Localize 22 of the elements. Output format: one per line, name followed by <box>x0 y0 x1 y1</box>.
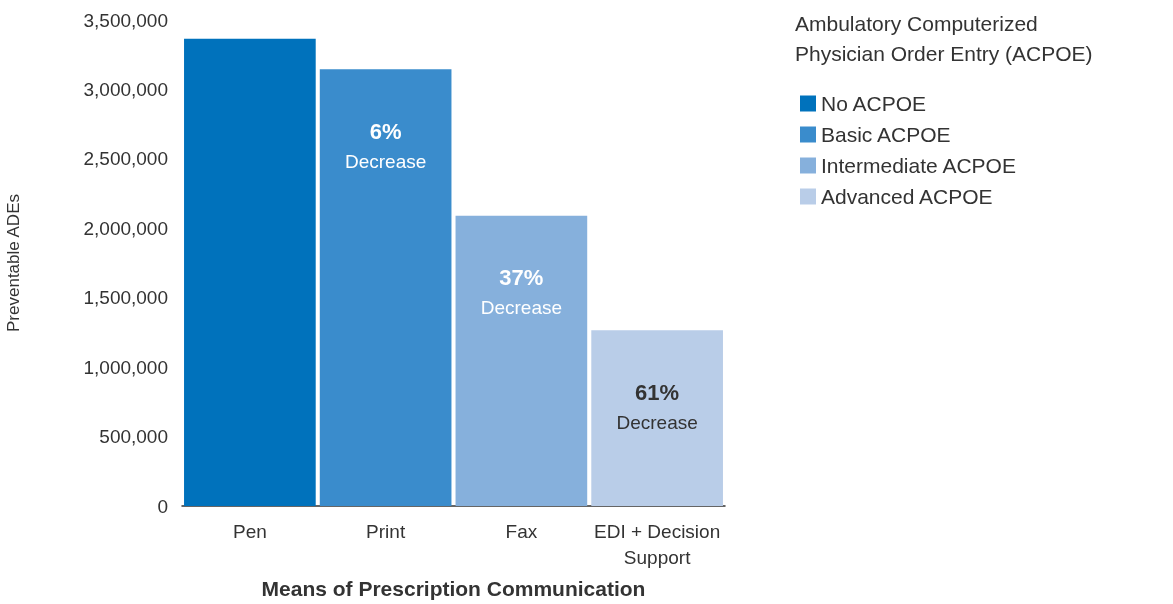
y-tick-label: 3,500,000 <box>83 9 168 31</box>
y-tick-label: 1,500,000 <box>83 287 168 309</box>
legend-label: Basic ACPOE <box>821 123 951 146</box>
annotation: 61% Decrease <box>616 379 698 433</box>
legend-label: Advanced ACPOE <box>821 185 993 208</box>
y-tick-label: 2,000,000 <box>83 217 168 239</box>
x-axis-title: Means of Prescription Communication <box>261 577 646 600</box>
y-tick-label: 500,000 <box>99 426 168 448</box>
y-axis-title: Preventable ADEs <box>4 194 23 332</box>
legend-label: No ACPOE <box>821 92 927 115</box>
x-tick-label: Print <box>366 520 406 542</box>
x-tick-label: EDI + Decision Support <box>594 520 721 568</box>
x-tick-label: Fax <box>505 520 538 542</box>
annotation: 6% Decrease <box>344 118 427 172</box>
legend-label: Intermediate ACPOE <box>821 154 1016 177</box>
y-tick-label: 3,000,000 <box>83 78 168 100</box>
x-tick-label: Pen <box>232 520 267 542</box>
y-tick-label: 2,500,000 <box>83 148 168 170</box>
y-tick-label: 1,000,000 <box>83 356 168 378</box>
annotation: 37% Decrease <box>480 265 563 319</box>
y-tick-label: 0 <box>157 495 168 517</box>
legend-title: Ambulatory Computerized Physician Order Entry (ACPOE) <box>795 11 1093 65</box>
